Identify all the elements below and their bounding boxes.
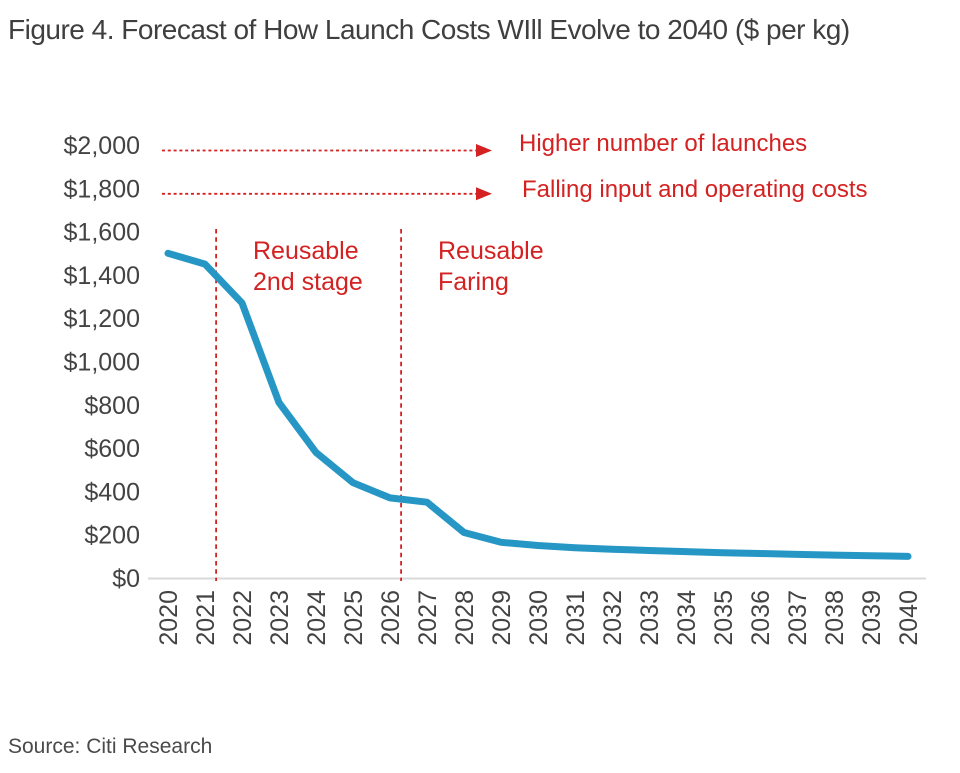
source-note: Source: Citi Research [8, 735, 213, 758]
y-tick-label: $1,800 [64, 175, 140, 203]
y-tick-label: $800 [84, 392, 140, 420]
x-tick-label: 2028 [451, 590, 479, 646]
annotation-higher-number-of-launches: Higher number of launches [519, 130, 808, 157]
x-tick-label: 2025 [340, 590, 368, 646]
y-tick-label: $400 [84, 478, 140, 506]
x-tick-label: 2027 [414, 590, 442, 646]
x-tick-label: 2036 [747, 590, 775, 646]
y-tick-label: $0 [112, 565, 140, 593]
y-tick-label: $1,600 [64, 219, 140, 247]
figure-title: Figure 4. Forecast of How Launch Costs W… [8, 14, 850, 45]
x-tick-label: 2033 [636, 590, 664, 646]
annotation-line: Reusable [438, 237, 544, 265]
annotation-arrowhead-icon [476, 144, 492, 157]
annotation-reusable-faring: Reusable Faring [438, 236, 544, 298]
x-tick-label: 2037 [784, 590, 812, 646]
annotation-line: 2nd stage [253, 268, 363, 296]
x-tick-label: 2040 [895, 590, 923, 646]
annotation-falling-input-operating-costs: Falling input and operating costs [522, 176, 868, 203]
annotation-arrowhead-icon [476, 187, 492, 201]
x-tick-label: 2029 [488, 590, 516, 646]
x-tick-label: 2038 [821, 590, 849, 646]
launch-cost-line-series [164, 249, 912, 560]
x-tick-label: 2022 [229, 590, 257, 646]
annotation-reusable-2nd-stage: Reusable 2nd stage [253, 236, 363, 298]
x-tick-label: 2020 [155, 590, 183, 646]
y-tick-label: $1,400 [64, 262, 140, 290]
x-tick-label: 2030 [525, 590, 553, 646]
x-tick-label: 2031 [562, 590, 590, 646]
x-tick-label: 2024 [303, 590, 331, 646]
annotation-line: Reusable [253, 237, 359, 265]
x-tick-label: 2026 [377, 590, 405, 646]
y-tick-label: $1,000 [64, 349, 140, 377]
x-tick-label: 2021 [192, 590, 220, 646]
x-tick-label: 2034 [673, 590, 701, 646]
y-tick-label: $600 [84, 435, 140, 463]
x-tick-label: 2032 [599, 590, 627, 646]
x-tick-label: 2039 [858, 590, 886, 646]
annotation-line: Faring [438, 268, 509, 296]
y-tick-label: $200 [84, 522, 140, 550]
y-tick-label: $1,200 [64, 305, 140, 333]
x-tick-label: 2035 [710, 590, 738, 646]
x-tick-label: 2023 [266, 590, 294, 646]
y-tick-label: $2,000 [64, 132, 140, 160]
